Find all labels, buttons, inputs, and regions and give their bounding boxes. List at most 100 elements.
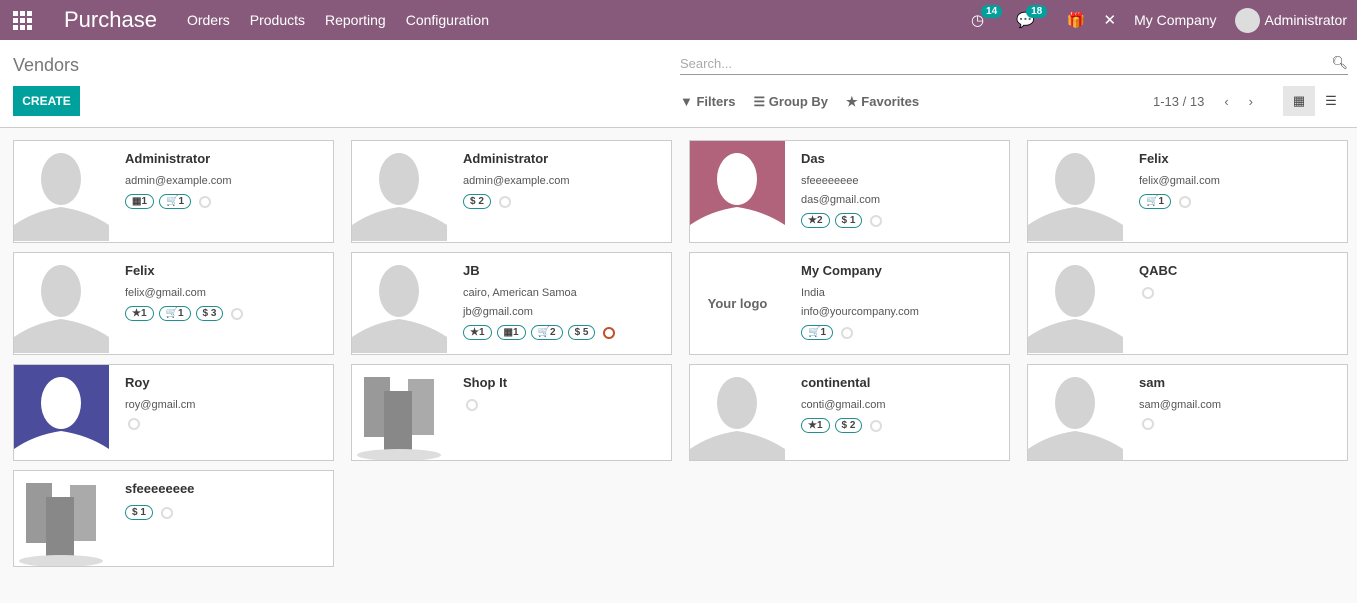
list-view-icon[interactable]: ☰ [1325,93,1337,108]
activity-icon[interactable]: ◷ 14 [971,5,1003,29]
vendor-card[interactable]: sfeeeeeeee $ 1 [13,470,334,567]
vendor-card[interactable]: continental conti@gmail.com ★1 $ 2 [689,364,1010,461]
vendor-name: Felix [1139,151,1169,166]
vendor-name: Das [801,151,825,166]
favorites-button[interactable]: ★ Favorites [846,94,920,109]
activity-clock-icon[interactable] [128,418,140,430]
card-detail: info@yourcompany.com [801,306,919,318]
vendor-image: Your logo [690,253,785,354]
company-switcher[interactable]: My Company [1134,12,1217,28]
messages-icon[interactable]: 💬 18 [1016,5,1048,29]
top-navbar: Purchase Orders Products Reporting Confi… [0,0,1357,40]
card-detail: jb@gmail.com [463,306,533,318]
control-panel: Vendors CREATE Search... 🔍︎ ▼ Filters ☰ G… [0,40,1357,128]
stat-badge[interactable]: 🛒1 [1139,194,1172,209]
stat-badge[interactable]: ★1 [801,418,830,433]
create-button[interactable]: CREATE [13,86,80,116]
activity-clock-icon[interactable] [1142,287,1154,299]
vendor-name: Administrator [463,151,549,166]
menu-products[interactable]: Products [249,12,305,28]
card-detail: admin@example.com [125,175,232,187]
vendor-image [352,365,447,460]
activity-clock-icon[interactable] [1179,195,1192,208]
vendor-card[interactable]: JB cairo, American Samoa jb@gmail.com ★1 ▦1 🛒… [351,252,672,355]
vendor-card[interactable]: Shop It [351,364,672,461]
activity-clock-icon[interactable] [231,307,244,320]
group-by-button[interactable]: ☰ Group By [753,94,829,109]
vendor-card[interactable]: Das sfeeeeeeee das@gmail.com ★2 $ 1 [689,140,1010,243]
activity-clock-icon[interactable] [1142,418,1154,430]
activity-clock-icon[interactable] [841,326,854,339]
card-detail: cairo, American Samoa [463,287,577,299]
activity-clock-icon[interactable] [466,399,478,411]
stat-badge[interactable]: 🛒1 [801,325,834,340]
vendor-image [14,365,109,460]
vendor-image [690,365,785,460]
tools-icon[interactable]: ✕ [1103,12,1117,29]
vendor-image [14,253,109,354]
stat-badge[interactable]: $ 1 [834,213,863,228]
vendor-card[interactable]: Felix felix@gmail.com ★1 🛒1 $ 3 [13,252,334,355]
card-detail: sam@gmail.com [1139,399,1222,411]
stat-badge[interactable]: ★1 [125,306,154,321]
stat-badge[interactable]: 🛒1 [158,306,191,321]
vendor-card[interactable]: Administrator admin@example.com $ 2 [351,140,672,243]
stat-badge[interactable]: $ 2 [463,194,491,209]
vendor-card[interactable]: sam sam@gmail.com [1027,364,1348,461]
vendor-name: Felix [125,263,155,278]
user-avatar [1234,7,1260,33]
vendor-image [1028,253,1123,354]
activity-clock-icon[interactable] [870,419,883,432]
vendor-image [1028,141,1123,242]
menu-configuration[interactable]: Configuration [405,12,489,28]
pager-value[interactable]: 1-13 / 13 [1153,94,1205,109]
stat-badge[interactable]: $ 3 [195,306,224,321]
card-detail: felix@gmail.com [125,287,206,299]
vendor-card[interactable]: Administrator admin@example.com ▦1 🛒1 [13,140,334,243]
card-detail: India [801,287,825,299]
vendor-card[interactable]: Roy roy@gmail.cm [13,364,334,461]
card-detail: roy@gmail.cm [125,399,196,411]
company-logo: Your logo [707,296,768,311]
kanban-view-icon[interactable]: ▦ [1283,86,1315,116]
next-page-icon[interactable]: › [1248,94,1254,109]
user-menu[interactable]: Administrator [1234,7,1347,33]
vendor-name: sam [1139,375,1166,390]
vendor-name: Administrator [125,151,211,166]
stat-badge[interactable]: ★1 [463,325,492,340]
stat-badge[interactable]: $ 5 [567,325,596,340]
menu-orders[interactable]: Orders [186,12,230,28]
stat-badge[interactable]: ★2 [801,213,830,228]
stat-badge[interactable]: $ 2 [834,418,863,433]
vendor-card[interactable]: QABC [1027,252,1348,355]
stat-badge[interactable]: 🛒2 [530,325,563,340]
search-input[interactable]: Search... 🔍︎ [680,52,1348,75]
search-icon[interactable]: 🔍︎ [1331,55,1348,70]
card-detail: sfeeeeeeee [801,175,859,187]
activity-clock-icon[interactable] [199,195,212,208]
activity-clock-icon[interactable] [870,214,883,227]
vendor-card[interactable]: Felix felix@gmail.com 🛒1 [1027,140,1348,243]
activity-clock-icon[interactable] [160,506,173,519]
vendor-name: continental [801,375,871,390]
activity-clock-icon[interactable] [498,195,511,208]
search-placeholder: Search... [680,55,733,71]
vendor-card[interactable]: Your logo My Company India info@yourcompany… [689,252,1010,355]
vendor-image [14,471,109,566]
gift-icon[interactable]: 🎁 [1066,12,1086,29]
message-count: 18 [1026,5,1048,18]
menu-reporting[interactable]: Reporting [325,12,386,28]
stat-badge[interactable]: 🛒1 [159,194,192,209]
vendor-name: QABC [1139,263,1178,278]
kanban-cards: Administrator admin@example.com ▦1 🛒1 Admini… [13,140,1348,567]
apps-menu-icon[interactable] [0,10,44,30]
stat-badge[interactable]: $ 1 [125,505,153,520]
activity-clock-icon[interactable] [603,326,616,339]
vendor-image [690,141,785,242]
vendor-name: Shop It [463,375,508,390]
stat-badge[interactable]: ▦1 [496,325,526,340]
vendor-name: My Company [801,263,882,278]
filters-button[interactable]: ▼ Filters [680,94,736,109]
stat-badge[interactable]: ▦1 [125,194,155,209]
prev-page-icon[interactable]: ‹ [1224,94,1229,109]
